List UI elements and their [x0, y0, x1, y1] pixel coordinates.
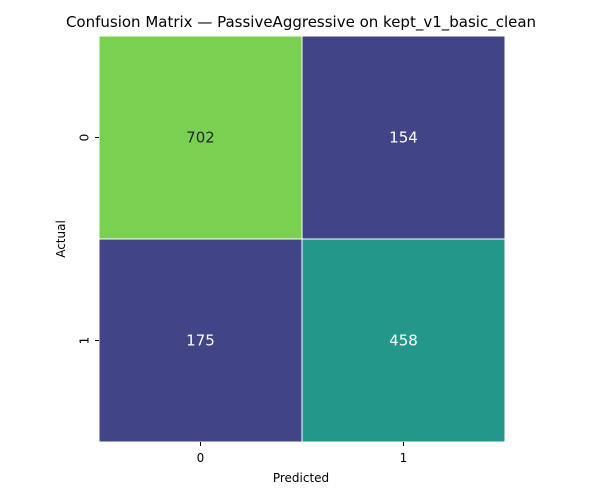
cell-value-label-1-1: 458 — [389, 332, 418, 350]
y-axis-label: Actual — [54, 220, 68, 258]
heatmap-cell-1-1 — [301, 238, 506, 443]
axis-ticks: 0 1 0 1 — [78, 134, 408, 465]
cell-value-label-0-1: 154 — [389, 129, 418, 147]
heatmap-cell-1-0 — [98, 238, 303, 443]
x-tick-label-1: 1 — [400, 451, 408, 465]
cell-value-label-1-0: 175 — [186, 332, 215, 350]
heatmap-cell-0-1 — [301, 35, 506, 240]
chart-title: Confusion Matrix — PassiveAggressive on … — [66, 13, 536, 32]
x-tick-label-0: 0 — [197, 451, 205, 465]
heatmap-cells: 702 154 175 458 — [98, 35, 506, 443]
cell-value-label-0-0: 702 — [186, 129, 215, 147]
heatmap-cell-0-0 — [98, 35, 303, 240]
y-tick-label-1: 1 — [78, 337, 92, 345]
x-axis-label: Predicted — [273, 471, 329, 485]
y-tick-label-0: 0 — [78, 134, 92, 142]
